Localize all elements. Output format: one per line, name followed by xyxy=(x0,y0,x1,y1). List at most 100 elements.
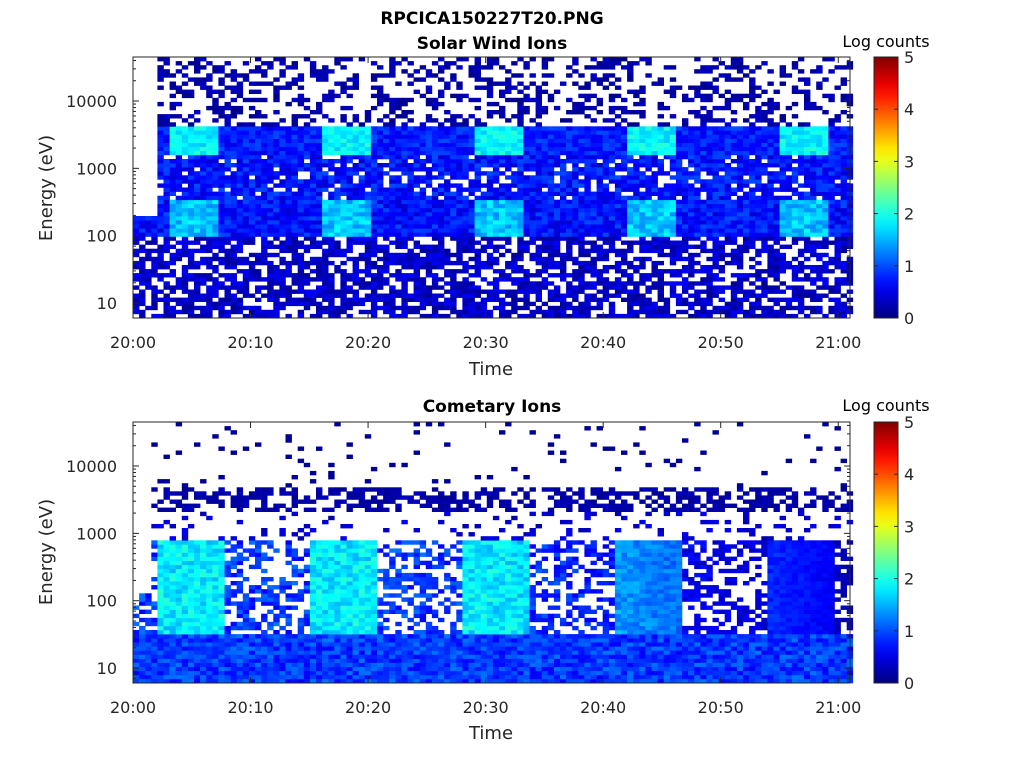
heatmap-cell xyxy=(181,118,189,123)
heatmap-cell xyxy=(206,175,213,180)
heatmap-cell xyxy=(309,175,317,180)
heatmap-cell xyxy=(706,277,713,282)
heatmap-cell xyxy=(456,220,463,225)
heatmap-cell xyxy=(663,212,671,217)
heatmap-cell xyxy=(761,289,768,294)
heatmap-cell xyxy=(584,114,591,119)
heatmap-cell xyxy=(797,159,805,164)
heatmap-cell xyxy=(669,232,677,237)
heatmap-cell xyxy=(736,154,744,160)
heatmap-cell xyxy=(474,195,481,201)
heatmap-cell xyxy=(200,195,207,201)
heatmap-cell xyxy=(773,195,780,201)
heatmap-cell xyxy=(700,146,707,152)
heatmap-cell xyxy=(785,260,793,266)
heatmap-cell xyxy=(346,171,353,176)
heatmap-cell xyxy=(370,163,378,168)
heatmap-cell xyxy=(456,269,463,274)
heatmap-cell xyxy=(352,265,359,270)
heatmap-cell xyxy=(785,187,793,192)
heatmap-cell xyxy=(194,57,201,62)
heatmap-cell xyxy=(401,159,408,164)
heatmap-cell xyxy=(511,199,518,205)
heatmap-cell xyxy=(206,138,213,143)
heatmap-cell xyxy=(779,281,786,286)
heatmap-cell xyxy=(401,187,408,192)
heatmap-cell xyxy=(377,73,384,78)
heatmap-cell xyxy=(139,224,146,229)
heatmap-cell xyxy=(761,187,768,192)
heatmap-cell xyxy=(669,154,677,160)
heatmap-cell xyxy=(816,277,823,282)
heatmap-cell xyxy=(499,146,506,152)
heatmap-cell xyxy=(133,220,140,225)
heatmap-cell xyxy=(535,289,542,294)
heatmap-cell xyxy=(572,101,579,107)
heatmap-cell xyxy=(474,138,481,143)
heatmap-cell xyxy=(718,224,725,229)
heatmap-cell xyxy=(553,163,561,168)
heatmap-cell xyxy=(553,203,561,209)
heatmap-cell xyxy=(651,146,658,152)
heatmap-cell xyxy=(791,228,799,233)
heatmap-cell xyxy=(657,171,664,176)
heatmap-cell xyxy=(755,248,762,254)
heatmap-cell xyxy=(163,138,170,143)
heatmap-cell xyxy=(724,146,732,152)
heatmap-cell xyxy=(285,167,292,172)
heatmap-cell xyxy=(377,126,384,131)
heatmap-cell xyxy=(187,195,195,201)
heatmap-cell xyxy=(224,252,231,258)
heatmap-cell xyxy=(706,154,713,160)
heatmap-cell xyxy=(352,289,359,294)
heatmap-cell xyxy=(529,256,536,262)
heatmap-cell xyxy=(328,126,335,131)
heatmap-cell xyxy=(389,228,396,233)
heatmap-cell xyxy=(810,101,817,107)
heatmap-cell xyxy=(444,81,451,86)
heatmap-cell xyxy=(242,187,250,192)
heatmap-cell xyxy=(773,105,780,111)
heatmap-cell xyxy=(236,122,244,127)
heatmap-cell xyxy=(572,134,579,139)
heatmap-cell xyxy=(242,175,250,180)
heatmap-cell xyxy=(474,154,481,160)
heatmap-cell xyxy=(273,146,280,152)
heatmap-cell xyxy=(584,130,591,135)
heatmap-cell xyxy=(242,228,250,233)
heatmap-cell xyxy=(291,134,298,139)
heatmap-cell xyxy=(151,224,158,229)
heatmap-cell xyxy=(175,203,183,209)
heatmap-cell xyxy=(535,114,542,119)
heatmap-cell xyxy=(297,159,305,164)
heatmap-cell xyxy=(797,289,805,294)
heatmap-cell xyxy=(730,93,738,99)
heatmap-cell xyxy=(236,301,244,307)
heatmap-cell xyxy=(584,309,591,315)
heatmap-cell xyxy=(596,199,603,205)
heatmap-cell xyxy=(242,240,250,245)
heatmap-cell xyxy=(169,252,176,258)
heatmap-cell xyxy=(163,179,170,184)
heatmap-cell xyxy=(590,150,597,156)
heatmap-cell xyxy=(651,260,658,266)
heatmap-cell xyxy=(572,293,579,298)
heatmap-cell xyxy=(255,65,262,70)
heatmap-cell xyxy=(590,171,597,176)
heatmap-cell xyxy=(450,252,457,258)
heatmap-cell xyxy=(810,183,817,188)
heatmap-cell xyxy=(407,203,414,209)
heatmap-cell xyxy=(248,216,256,221)
heatmap-cell xyxy=(395,260,402,266)
heatmap-cell xyxy=(419,199,427,205)
heatmap-cell xyxy=(694,297,701,302)
heatmap-cell xyxy=(218,195,225,201)
heatmap-cell xyxy=(706,285,713,290)
heatmap-cell xyxy=(133,252,140,258)
heatmap-cell xyxy=(657,269,664,274)
heatmap-cell xyxy=(224,232,231,237)
heatmap-cell xyxy=(706,216,713,221)
heatmap-cell xyxy=(450,167,457,172)
heatmap-cell xyxy=(474,305,481,311)
heatmap-cell xyxy=(230,228,237,233)
